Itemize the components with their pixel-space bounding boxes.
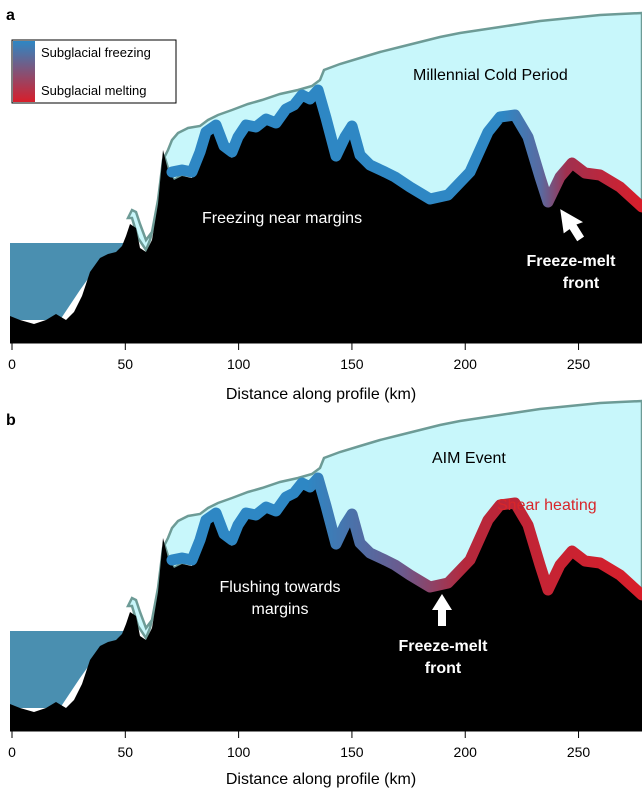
panel-b-title: AIM Event — [432, 450, 506, 467]
basal-state-line-b — [166, 472, 642, 601]
x-tick-label-b-250: 250 — [567, 744, 591, 760]
basal-state-line-a — [166, 84, 642, 213]
front-arrow-b — [432, 594, 452, 626]
shear-heating-label: Shear heating — [497, 497, 597, 514]
panel-letter-a: a — [6, 7, 15, 24]
legend-melting-label: Subglacial melting — [41, 83, 147, 98]
panel-a: a Subglacial freezing Subglacial melting… — [6, 7, 642, 403]
front-label-b-line1: Freeze-melt — [399, 638, 489, 655]
x-tick-label-a-250: 250 — [567, 356, 591, 372]
legend-color-bar — [13, 41, 35, 102]
x-tick-label-a-0: 0 — [8, 356, 16, 372]
x-axis-a: 0 50 100 150 200 250 Distance along profile (… — [8, 342, 642, 403]
x-tick-label-a-150: 150 — [340, 356, 364, 372]
x-tick-label-b-200: 200 — [454, 744, 478, 760]
panel-a-title: Millennial Cold Period — [413, 67, 568, 84]
x-tick-label-b-100: 100 — [227, 744, 251, 760]
panel-letter-b: b — [6, 412, 16, 429]
x-tick-label-a-200: 200 — [454, 356, 478, 372]
panel-b-inner-label-line1: Flushing towards — [220, 579, 341, 596]
front-label-a-line2: front — [563, 275, 600, 292]
x-axis-label-a: Distance along profile (km) — [226, 386, 416, 403]
front-arrow-a — [560, 209, 585, 242]
x-tick-label-a-100: 100 — [227, 356, 251, 372]
panel-a-inner-label: Freezing near margins — [202, 210, 362, 227]
panel-b-inner-label-line2: margins — [252, 601, 309, 618]
x-axis-label-b: Distance along profile (km) — [226, 771, 416, 788]
front-label-a-line1: Freeze-melt — [527, 253, 617, 270]
legend: Subglacial freezing Subglacial melting — [11, 39, 177, 104]
x-tick-label-b-50: 50 — [118, 744, 134, 760]
legend-freezing-label: Subglacial freezing — [41, 45, 151, 60]
bedrock-a — [10, 94, 642, 343]
front-label-b-line2: front — [425, 660, 462, 677]
x-axis-b: 0 50 100 150 200 250 Distance along profile (… — [8, 730, 642, 788]
x-tick-label-a-50: 50 — [118, 356, 134, 372]
legend-box — [11, 39, 177, 104]
bedrock-b — [10, 482, 642, 731]
x-tick-label-b-150: 150 — [340, 744, 364, 760]
panel-b: b AIM Event Shear heating Flushing towar… — [6, 399, 642, 788]
x-tick-label-b-0: 0 — [8, 744, 16, 760]
